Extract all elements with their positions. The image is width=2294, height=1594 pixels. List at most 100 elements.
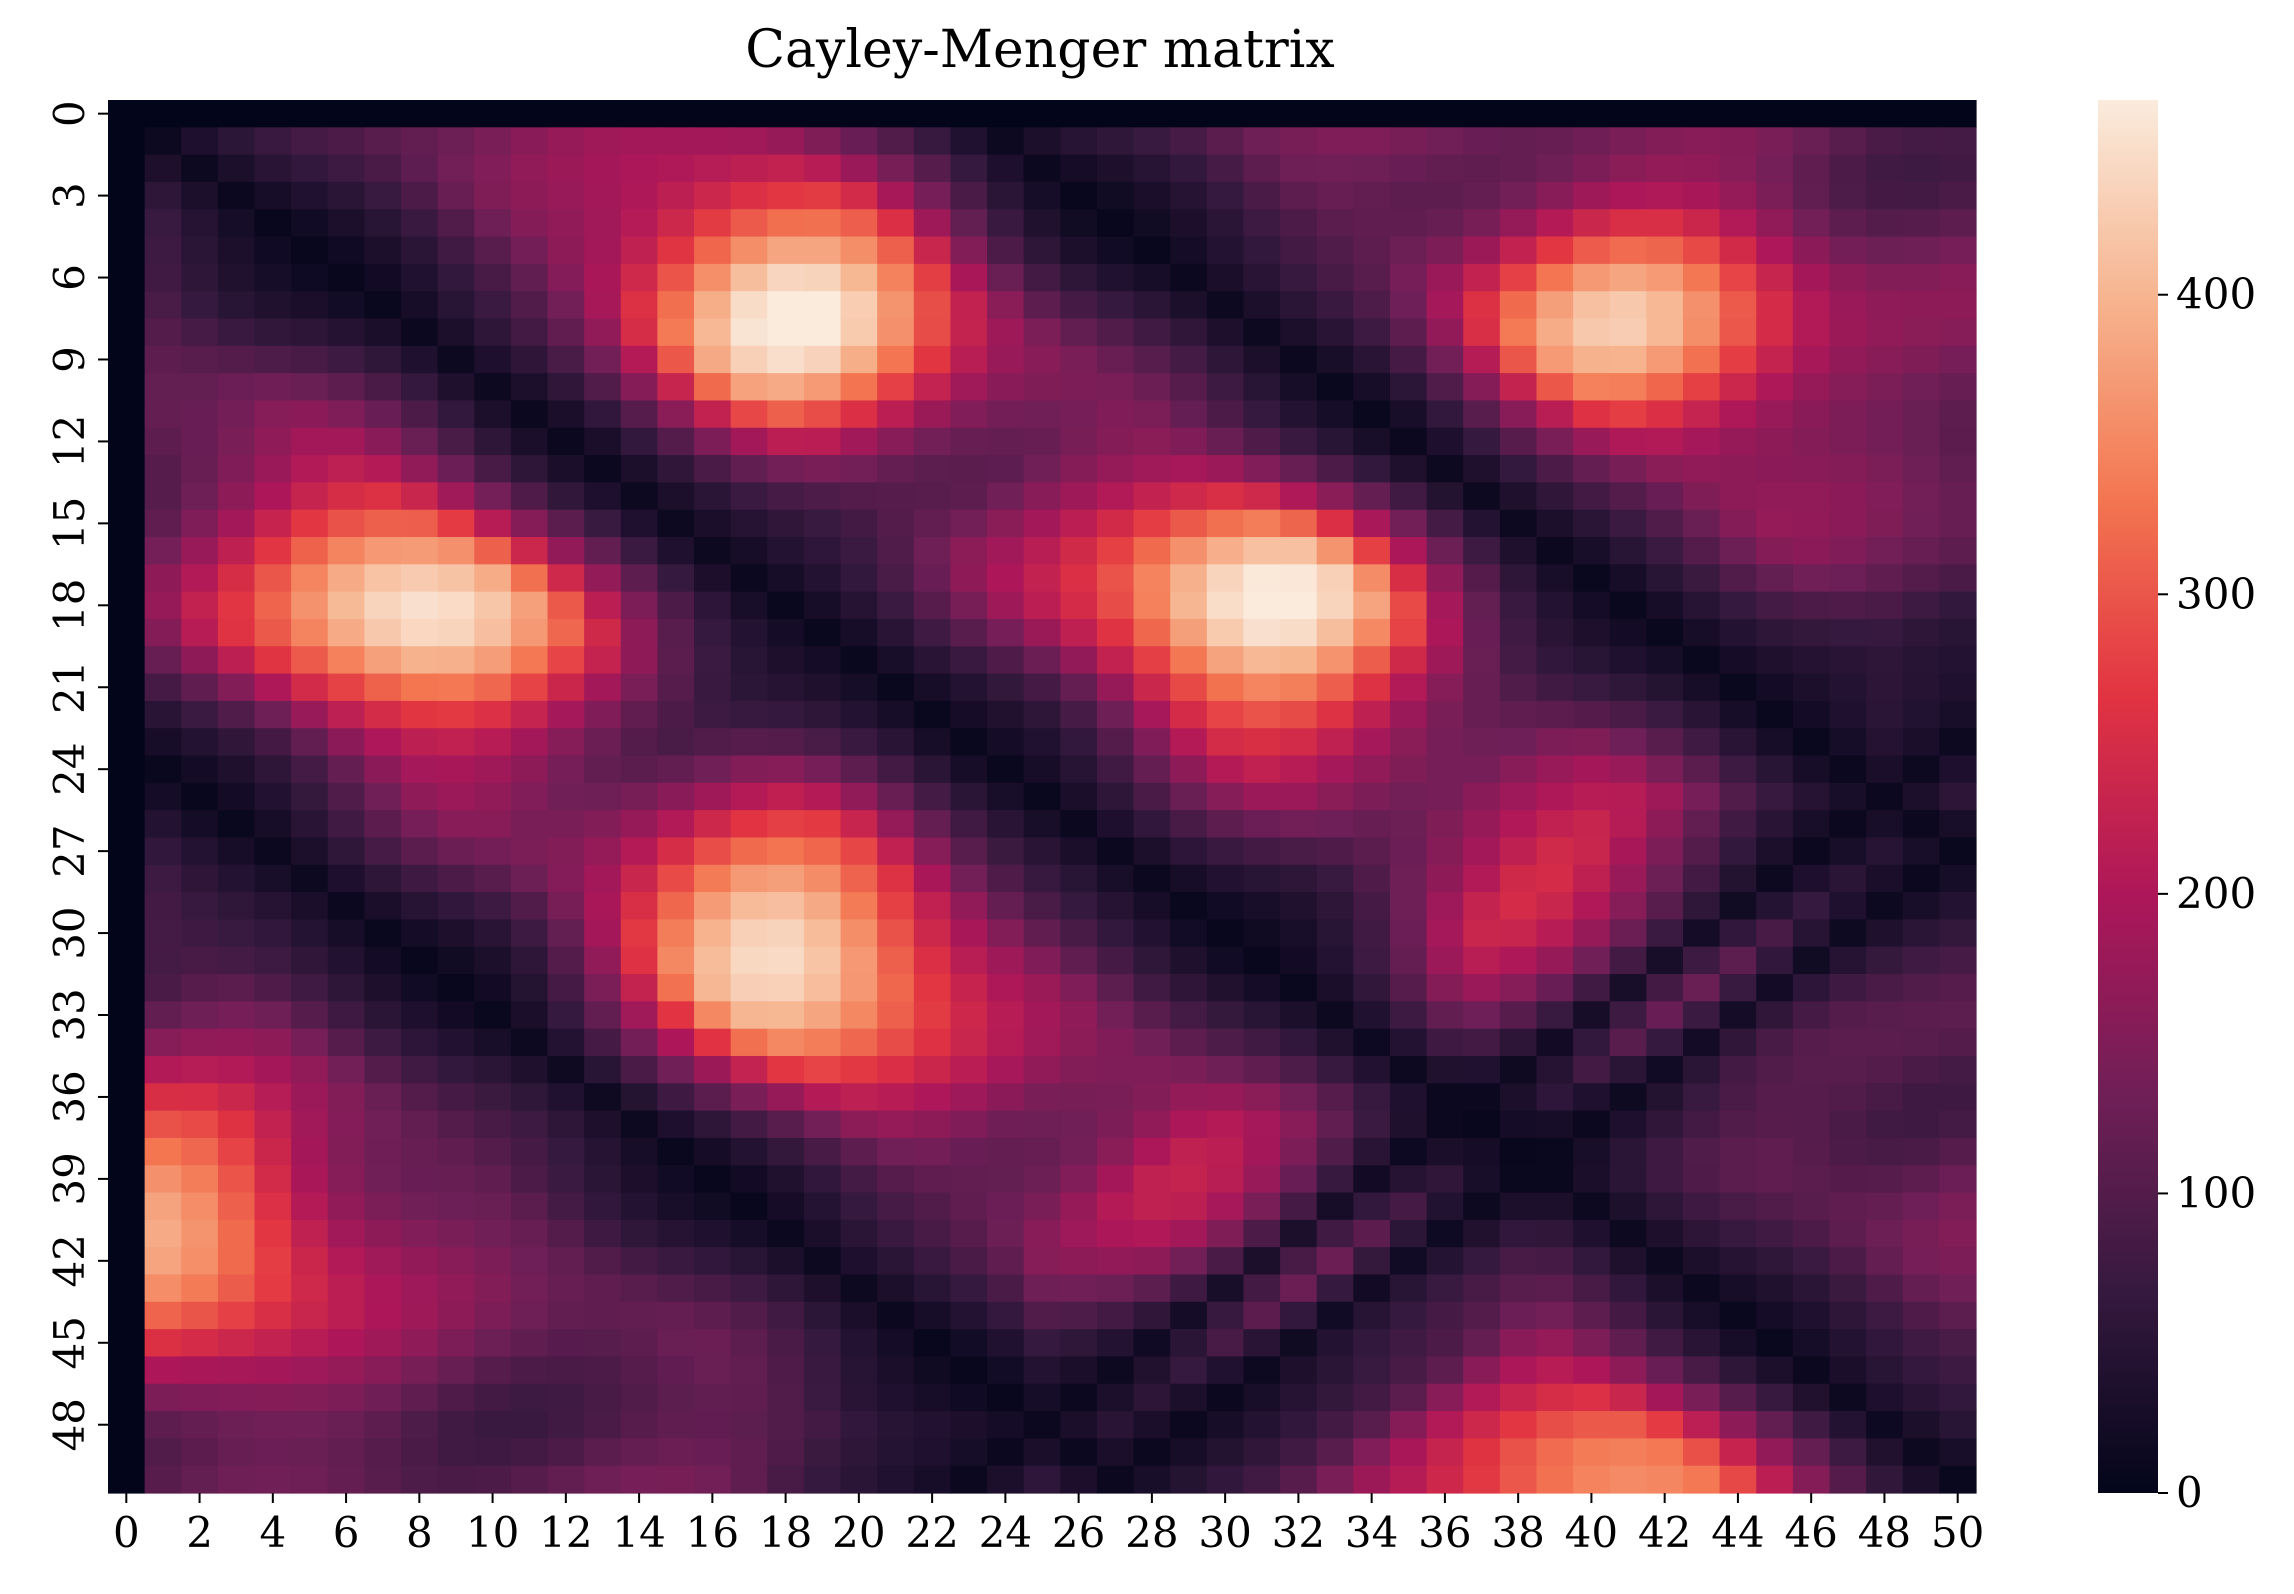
heatmap-cell (217, 127, 256, 156)
heatmap-cell (767, 291, 805, 320)
heatmap-cell (1133, 318, 1171, 347)
heatmap-cell (547, 537, 585, 565)
heatmap-cell (510, 864, 549, 893)
heatmap-cell (1243, 400, 1281, 429)
heatmap-cell (1609, 1001, 1647, 1030)
heatmap-cell (1756, 1192, 1794, 1221)
heatmap-cell (620, 482, 659, 511)
heatmap-cell (694, 1219, 732, 1248)
heatmap-cell (474, 318, 512, 347)
heatmap-cell (1206, 1137, 1245, 1166)
heatmap-cell (1682, 482, 1721, 511)
heatmap-cell (181, 455, 219, 483)
heatmap-cell (510, 591, 549, 620)
heatmap-cell (950, 373, 988, 402)
heatmap-cell (1573, 1028, 1611, 1057)
heatmap-cell (1756, 209, 1794, 238)
heatmap-cell (364, 1411, 402, 1439)
heatmap-cell (510, 782, 549, 811)
heatmap-cell (401, 1001, 439, 1030)
heatmap-cell (877, 919, 915, 948)
heatmap-cell (1609, 1274, 1647, 1303)
heatmap-cell (437, 564, 475, 593)
heatmap-cell (474, 1301, 512, 1330)
heatmap-cell (1536, 946, 1574, 975)
heatmap-cell (1389, 1001, 1428, 1030)
heatmap-cell (803, 646, 842, 675)
heatmap-cell (840, 1438, 878, 1467)
heatmap-cell (767, 127, 805, 156)
heatmap-cell (1060, 892, 1098, 921)
heatmap-cell (767, 345, 805, 374)
x-tick-label: 2 (186, 1508, 213, 1557)
heatmap-cell (1536, 318, 1574, 347)
heatmap-cell (1389, 318, 1428, 347)
heatmap-cell (1792, 127, 1831, 156)
heatmap-cell (547, 1192, 585, 1221)
heatmap-cell (1426, 755, 1464, 784)
heatmap-cell (254, 1219, 292, 1248)
heatmap-cell (913, 154, 952, 183)
heatmap-cell (547, 946, 585, 975)
heatmap-cell (1756, 646, 1794, 675)
heatmap-cell (1499, 1274, 1538, 1303)
heatmap-cell (1280, 345, 1318, 374)
heatmap-cell (1866, 236, 1904, 265)
heatmap-cell (1170, 373, 1208, 402)
x-tick-label: 16 (686, 1508, 739, 1557)
heatmap-cell (144, 919, 182, 948)
heatmap-cell (510, 646, 549, 675)
heatmap-cell (1902, 1219, 1940, 1248)
heatmap-cell (1426, 1411, 1464, 1439)
heatmap-cell (1170, 100, 1208, 128)
heatmap-cell (1389, 1028, 1428, 1057)
heatmap-cell (657, 1329, 695, 1358)
heatmap-cell (401, 537, 439, 565)
heatmap-cell (840, 591, 878, 620)
heatmap-cell (1280, 919, 1318, 948)
heatmap-cell (1756, 1219, 1794, 1248)
heatmap-cell (730, 263, 768, 292)
heatmap-cell (401, 864, 439, 893)
heatmap-cell (1829, 892, 1867, 921)
heatmap-cell (1170, 400, 1208, 429)
heatmap-cell (1243, 537, 1281, 565)
heatmap-cell (1023, 482, 1061, 511)
heatmap-cell (181, 127, 219, 156)
heatmap-cell (1792, 919, 1831, 948)
heatmap-cell (401, 400, 439, 429)
heatmap-cell (401, 1356, 439, 1385)
heatmap-cell (950, 318, 988, 347)
heatmap-cell (730, 946, 768, 975)
heatmap-cell (1426, 1329, 1464, 1358)
heatmap-cell (877, 1383, 915, 1412)
heatmap-cell (877, 974, 915, 1002)
heatmap-cell (803, 1247, 842, 1276)
heatmap-cell (401, 100, 439, 128)
heatmap-cell (620, 1438, 659, 1467)
heatmap-cell (1133, 1165, 1171, 1194)
heatmap-cell (1792, 1083, 1831, 1112)
heatmap-cell (1829, 755, 1867, 784)
heatmap-cell (987, 1301, 1025, 1330)
heatmap-cell (694, 646, 732, 675)
heatmap-cell (877, 782, 915, 811)
heatmap-cell (1389, 1465, 1428, 1494)
heatmap-cell (840, 864, 878, 893)
heatmap-cell (1463, 1219, 1501, 1248)
heatmap-cell (913, 837, 952, 866)
heatmap-cell (1536, 1356, 1574, 1385)
heatmap-cell (108, 673, 146, 702)
heatmap-cell (950, 864, 988, 893)
heatmap-cell (1133, 345, 1171, 374)
heatmap-cell (1792, 1247, 1831, 1276)
heatmap-cell (987, 154, 1025, 183)
heatmap-cell (1646, 1438, 1684, 1467)
heatmap-cell (1316, 509, 1354, 538)
heatmap-cell (217, 537, 256, 565)
heatmap-cell (181, 1001, 219, 1030)
heatmap-cell (1682, 1219, 1721, 1248)
heatmap-cell (1353, 591, 1391, 620)
heatmap-cell (1939, 700, 1977, 729)
heatmap-cell (877, 837, 915, 866)
